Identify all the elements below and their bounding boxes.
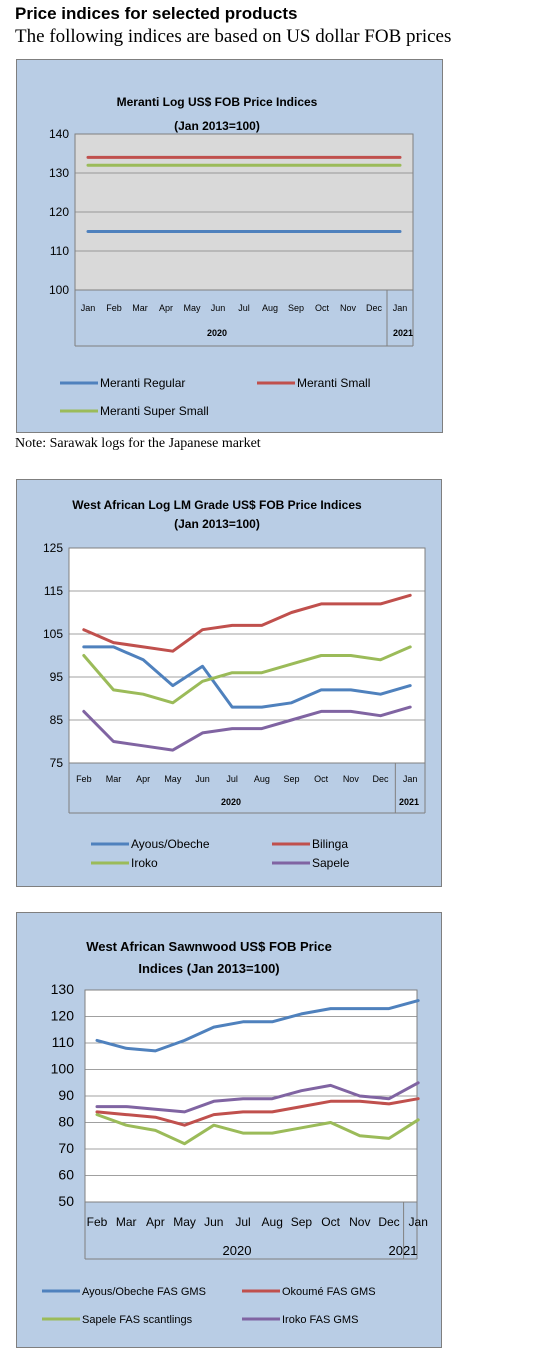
x-tick-label: May [173, 1215, 196, 1229]
x-tick-label: Apr [136, 774, 150, 784]
y-tick-label: 95 [50, 670, 64, 684]
x-tick-label: Dec [372, 774, 389, 784]
legend-label: Meranti Regular [100, 376, 185, 390]
west-african-sawnwood-chart-svg: West African Sawnwood US$ FOB Price Indic… [42, 939, 428, 1326]
x-tick-label: Oct [314, 774, 329, 784]
x-tick-label: Aug [254, 774, 270, 784]
x-year-label: 2021 [393, 328, 413, 338]
legend-label: Iroko [131, 856, 158, 870]
y-tick-label: 60 [58, 1167, 74, 1183]
x-tick-label: Mar [116, 1215, 137, 1229]
y-tick-label: 70 [58, 1140, 74, 1156]
y-tick-label: 100 [51, 1061, 75, 1077]
chart-title-line: Meranti Log US$ FOB Price Indices [117, 95, 318, 109]
x-tick-label: Jan [81, 303, 96, 313]
x-tick-label: Feb [76, 774, 92, 784]
x-tick-label: Aug [262, 303, 278, 313]
x-tick-label: May [164, 774, 182, 784]
x-tick-label: Dec [378, 1215, 399, 1229]
y-tick-label: 130 [49, 166, 69, 180]
y-tick-label: 105 [43, 627, 63, 641]
x-year-label: 2020 [207, 328, 227, 338]
series-line [95, 1097, 420, 1127]
x-tick-label: Jul [238, 303, 250, 313]
x-tick-label: Oct [321, 1215, 340, 1229]
x-year-label: 2021 [389, 1243, 418, 1258]
x-tick-label: Jul [226, 774, 238, 784]
x-tick-label: Sep [288, 303, 304, 313]
y-tick-label: 85 [50, 713, 64, 727]
series-line [82, 645, 412, 709]
legend-label: Okoumé FAS GMS [282, 1286, 376, 1298]
chart-title-line: West African Log LM Grade US$ FOB Price … [72, 498, 362, 512]
legend-label: Ayous/Obeche FAS GMS [82, 1286, 206, 1298]
y-tick-label: 120 [51, 1008, 75, 1024]
west-african-log-chart-svg: West African Log LM Grade US$ FOB Price … [43, 498, 426, 870]
legend-label: Sapele FAS scantlings [82, 1314, 193, 1326]
x-tick-label: Jan [409, 1215, 428, 1229]
y-tick-label: 110 [50, 244, 69, 258]
page-subheading: The following indices are based on US do… [15, 26, 452, 47]
x-tick-label: Mar [132, 303, 148, 313]
plot-area [68, 547, 426, 764]
y-tick-label: 125 [43, 541, 63, 555]
meranti-chart-svg: Meranti Log US$ FOB Price Indices (Jan 20… [49, 95, 414, 418]
y-tick-label: 115 [44, 584, 63, 598]
x-tick-label: Aug [262, 1215, 283, 1229]
legend-label: Sapele [312, 856, 350, 870]
x-tick-label: May [183, 303, 201, 313]
legend-label: Meranti Super Small [100, 404, 209, 418]
x-tick-label: Apr [146, 1215, 165, 1229]
legend-label: Iroko FAS GMS [282, 1314, 358, 1326]
y-tick-label: 140 [49, 127, 69, 141]
y-tick-label: 120 [49, 205, 69, 219]
series-line [95, 999, 420, 1053]
x-tick-label: Jun [204, 1215, 223, 1229]
chart-title-line: (Jan 2013=100) [174, 119, 260, 133]
x-tick-label: Nov [349, 1215, 370, 1229]
x-year-label: 2020 [221, 797, 241, 807]
x-year-label: 2021 [399, 797, 419, 807]
x-tick-label: Sep [283, 774, 299, 784]
x-tick-label: Dec [366, 303, 383, 313]
x-tick-label: Mar [106, 774, 122, 784]
y-tick-label: 110 [52, 1034, 75, 1050]
x-tick-label: Nov [343, 774, 360, 784]
y-tick-label: 130 [51, 981, 75, 997]
chart-title-line: (Jan 2013=100) [174, 517, 260, 531]
series-line [82, 593, 412, 653]
y-tick-label: 50 [58, 1193, 74, 1209]
west-african-log-chart: West African Log LM Grade US$ FOB Price … [16, 479, 442, 887]
series-line [82, 645, 412, 705]
y-tick-label: 100 [49, 283, 69, 297]
series-line [95, 1081, 420, 1114]
x-tick-label: Feb [106, 303, 122, 313]
legend-label: Bilinga [312, 837, 348, 851]
x-year-label: 2020 [223, 1243, 252, 1258]
x-tick-label: Jun [211, 303, 226, 313]
x-tick-label: Jan [403, 774, 418, 784]
x-tick-label: Oct [315, 303, 330, 313]
legend-label: Ayous/Obeche [131, 837, 210, 851]
y-tick-label: 80 [58, 1114, 74, 1130]
y-tick-label: 90 [58, 1087, 74, 1103]
x-tick-label: Jan [393, 303, 408, 313]
x-tick-label: Feb [87, 1215, 108, 1229]
west-african-sawnwood-chart: West African Sawnwood US$ FOB Price Indic… [16, 912, 442, 1348]
x-tick-label: Jul [235, 1215, 250, 1229]
x-tick-label: Sep [291, 1215, 313, 1229]
page-heading: Price indices for selected products [15, 4, 298, 23]
series-line [95, 1113, 420, 1146]
x-tick-label: Nov [340, 303, 357, 313]
chart-title-line: West African Sawnwood US$ FOB Price [86, 939, 332, 954]
chart-title-line: Indices (Jan 2013=100) [138, 961, 279, 976]
meranti-chart: Meranti Log US$ FOB Price Indices (Jan 20… [16, 59, 443, 433]
x-tick-label: Jun [195, 774, 210, 784]
series-line [82, 705, 412, 752]
y-tick-label: 75 [50, 756, 64, 770]
x-tick-label: Apr [159, 303, 173, 313]
chart-note: Note: Sarawak logs for the Japanese mark… [15, 436, 261, 451]
legend-label: Meranti Small [297, 376, 370, 390]
